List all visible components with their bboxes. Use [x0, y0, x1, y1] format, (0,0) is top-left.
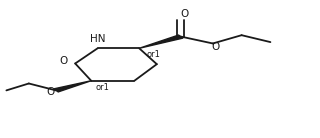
Polygon shape: [139, 35, 183, 48]
Text: O: O: [60, 56, 68, 66]
Text: O: O: [181, 9, 189, 19]
Text: or1: or1: [147, 50, 160, 59]
Text: O: O: [47, 87, 55, 97]
Text: HN: HN: [90, 34, 105, 44]
Text: O: O: [211, 42, 220, 52]
Polygon shape: [54, 81, 91, 92]
Text: or1: or1: [96, 83, 110, 92]
